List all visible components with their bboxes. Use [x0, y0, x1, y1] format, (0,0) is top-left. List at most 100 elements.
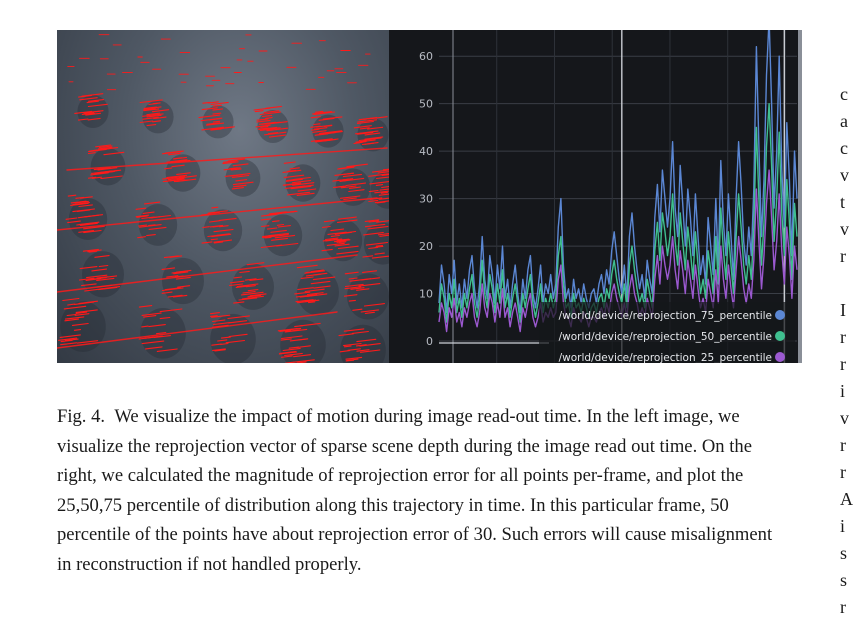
reprojection-vector: [213, 239, 233, 243]
reprojection-vector: [313, 111, 336, 116]
reprojection-vector: [313, 123, 321, 126]
vector-field: [57, 34, 389, 363]
y-tick-label: 40: [419, 145, 433, 158]
reprojection-vector: [338, 230, 357, 235]
y-axis-ticks: 0 10 20 30 40 50 60: [419, 50, 433, 348]
reprojection-vector: [212, 348, 226, 351]
series-line: [438, 102, 798, 323]
reprojection-vector: [292, 176, 311, 181]
reprojection-vector: [164, 167, 173, 170]
reprojection-vector: [338, 216, 357, 220]
reprojection-vector: [355, 132, 363, 135]
reprojection-vector: [345, 356, 363, 360]
reprojection-vector: [304, 270, 326, 274]
reprojection-vector: [142, 113, 164, 117]
reprojection-vector: [378, 193, 389, 196]
reprojection-vector: [99, 169, 122, 174]
reprojection-vector: [73, 329, 82, 331]
reprojection-vector: [211, 233, 232, 238]
reprojection-vector: [79, 222, 98, 226]
reprojection-vector: [255, 124, 271, 128]
reprojection-vector: [146, 234, 156, 237]
reprojection-vector: [138, 224, 148, 227]
reprojection-vector: [247, 288, 259, 292]
reprojection-vector: [95, 144, 112, 148]
column-fragment: r: [840, 354, 846, 374]
reprojection-vector: [201, 241, 213, 244]
reprojection-vector: [357, 119, 378, 123]
reprojection-vector: [81, 283, 97, 287]
reprojection-vector: [356, 131, 374, 135]
reprojection-vector: [156, 348, 178, 352]
reprojection-vector: [239, 270, 250, 274]
reprojection-vector: [60, 342, 78, 346]
reprojection-vector: [296, 264, 318, 269]
caption-text: We visualize the impact of motion during…: [57, 406, 773, 575]
reprojection-vector: [73, 301, 95, 305]
column-fragment: t: [840, 192, 846, 212]
reprojection-vector: [233, 301, 245, 304]
chart-series: [438, 30, 798, 333]
reprojection-vector: [356, 288, 370, 291]
reprojection-vector: [228, 333, 248, 338]
reprojection-vector: [72, 201, 90, 206]
reprojection-vector: [364, 132, 381, 136]
reprojection-vector: [176, 178, 197, 183]
reprojection-vector: [209, 312, 220, 315]
reprojection-vector: [288, 346, 300, 349]
reprojection-vector: [141, 312, 162, 316]
reprojection-vector: [267, 127, 276, 130]
reprojection-vector: [201, 126, 224, 131]
column-fragment: r: [840, 327, 846, 347]
reprojection-vector: [139, 99, 163, 104]
reprojection-vector: [383, 173, 389, 175]
reprojection-vector: [362, 255, 374, 258]
reprojection-vector: [363, 231, 384, 236]
reprojection-vector: [310, 280, 331, 285]
reprojection-vector: [59, 334, 81, 338]
reprojection-vector: [213, 322, 231, 326]
reprojection-vector: [362, 270, 378, 273]
reprojection-vector: [349, 278, 372, 282]
reprojection-vector: [75, 311, 88, 314]
reprojection-vector: [249, 293, 267, 297]
reprojection-vector: [265, 117, 273, 119]
reprojection-vector: [245, 285, 256, 288]
reprojection-vector: [82, 248, 99, 252]
reprojection-vector: [368, 199, 379, 203]
reprojection-vector: [271, 237, 289, 241]
reprojection-vector: [338, 333, 354, 337]
reprojection-vector: [355, 344, 367, 347]
reprojection-vector: [86, 274, 108, 279]
reprojection-vector: [356, 349, 370, 352]
reprojection-vector: [358, 117, 378, 121]
reprojection-vector: [344, 271, 359, 275]
reprojection-vector: [148, 102, 158, 106]
reprojection-vector: [368, 220, 379, 223]
reprojection-vector: [290, 185, 312, 190]
reprojection-vector: [213, 241, 224, 244]
reprojection-vector: [356, 120, 374, 124]
reprojection-vector: [269, 211, 287, 215]
reprojection-vector: [294, 291, 311, 295]
reprojection-vector: [178, 175, 197, 179]
reprojection-vector: [307, 301, 316, 304]
reprojection-vector: [293, 354, 312, 358]
reprojection-vector: [312, 276, 336, 281]
reprojection-vector: [276, 223, 285, 226]
reprojection-vector: [210, 315, 218, 317]
reprojection-vector: [242, 291, 256, 294]
reprojection-vector: [369, 181, 389, 185]
reprojection-vector: [77, 118, 89, 121]
reprojection-vector: [347, 348, 361, 351]
reprojection-vector: [143, 201, 161, 205]
reprojection-vector: [212, 120, 221, 123]
reprojection-vector: [236, 283, 259, 288]
reprojection-vector: [91, 176, 103, 179]
reprojection-vector: [238, 297, 258, 301]
reprojection-vector: [74, 313, 90, 316]
reprojection-vector: [310, 116, 321, 119]
reprojection-vector: [348, 189, 365, 193]
reprojection-vector: [97, 146, 113, 150]
reprojection-vector: [256, 118, 269, 121]
